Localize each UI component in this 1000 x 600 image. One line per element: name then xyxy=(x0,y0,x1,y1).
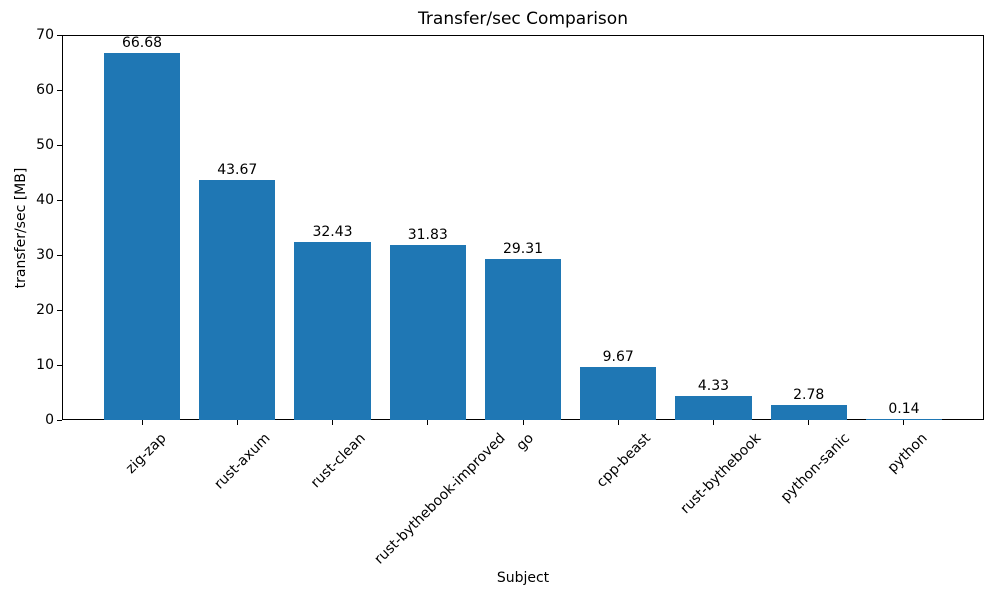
bar-value-label: 4.33 xyxy=(697,378,730,395)
bar-value-label: 29.31 xyxy=(502,240,544,257)
bar-value-label: 9.67 xyxy=(602,348,634,365)
y-tick xyxy=(57,254,62,256)
x-tick xyxy=(522,420,524,425)
x-tick-label: rust-bythebook xyxy=(677,430,765,518)
y-tick-label: 20 xyxy=(36,302,54,318)
y-tick-label: 0 xyxy=(45,412,54,428)
bar-value-label: 0.14 xyxy=(888,401,920,418)
bar-value-label: 66.68 xyxy=(121,35,163,52)
y-tick-label: 60 xyxy=(36,82,54,98)
y-tick-label: 50 xyxy=(36,137,54,153)
x-tick-label: rust-axum xyxy=(211,430,274,493)
x-tick xyxy=(617,420,619,425)
bar-value-label: 2.78 xyxy=(793,386,825,403)
bar-zig-zap xyxy=(103,53,181,420)
x-axis-label: Subject xyxy=(496,570,550,586)
y-tick-label: 30 xyxy=(36,247,54,263)
x-tick xyxy=(712,420,714,425)
y-tick xyxy=(57,199,62,201)
bar-rust-bythebook-improved xyxy=(389,244,466,420)
x-tick xyxy=(236,420,238,425)
bar-rust-bythebook xyxy=(675,396,752,420)
y-tick xyxy=(57,309,62,311)
y-tick-label: 10 xyxy=(36,357,54,373)
x-tick-label: go xyxy=(513,430,537,454)
x-tick-label: python xyxy=(884,430,931,477)
y-tick xyxy=(57,144,62,146)
chart-title: Transfer/sec Comparison xyxy=(418,9,628,29)
bar-python xyxy=(865,419,943,421)
x-tick-label: rust-bythebook-improved xyxy=(371,430,509,568)
y-tick-label: 40 xyxy=(36,192,54,208)
y-tick xyxy=(57,89,62,91)
bar-go xyxy=(484,258,562,420)
x-tick xyxy=(141,420,143,425)
bar-value-label: 43.67 xyxy=(217,161,258,178)
y-axis-label: transfer/sec [MB] xyxy=(13,167,29,289)
y-tick-label: 70 xyxy=(36,27,54,43)
bar-rust-axum xyxy=(199,179,276,420)
x-tick xyxy=(808,420,810,425)
x-tick-label: python-sanic xyxy=(778,430,854,506)
x-tick xyxy=(427,420,429,425)
bar-rust-clean xyxy=(294,241,371,420)
x-tick-label: rust-clean xyxy=(307,430,369,492)
y-tick xyxy=(57,364,62,366)
x-tick xyxy=(903,420,905,425)
y-tick xyxy=(57,34,62,36)
bar-cpp-beast xyxy=(580,366,657,420)
bar-python-sanic xyxy=(770,404,847,420)
bar-value-label: 32.43 xyxy=(312,223,353,240)
bar-value-label: 31.83 xyxy=(407,226,448,243)
y-tick xyxy=(57,419,62,421)
x-tick xyxy=(332,420,333,425)
x-tick-label: cpp-beast xyxy=(593,430,655,491)
x-tick-label: zig-zap xyxy=(122,430,170,477)
